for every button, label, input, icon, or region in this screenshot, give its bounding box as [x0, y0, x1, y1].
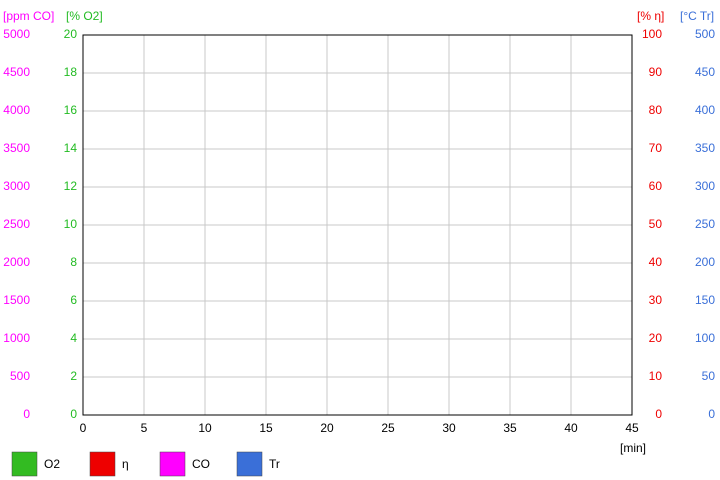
y-tick-label: 0 [23, 407, 30, 421]
y4-tick-label: 0 [708, 407, 715, 421]
y4-tick-label: 200 [695, 255, 715, 269]
y2-tick-label: 2 [70, 369, 77, 383]
y4-tick-label: 500 [695, 27, 715, 41]
legend-swatch [11, 451, 38, 477]
x-tick-label: 25 [381, 421, 395, 435]
y2-tick-label: 10 [64, 217, 78, 231]
x-tick-label: 35 [503, 421, 517, 435]
x-tick-label: 30 [442, 421, 456, 435]
y-tick-label: 2500 [3, 217, 30, 231]
legend-swatch [89, 451, 116, 477]
x-tick-label: 10 [198, 421, 212, 435]
y-tick-label: 5000 [3, 27, 30, 41]
y4-tick-label: 50 [702, 369, 716, 383]
y2-tick-label: 0 [70, 407, 77, 421]
y3-tick-label: 20 [649, 331, 663, 345]
y4-tick-label: 150 [695, 293, 715, 307]
legend-label: O2 [44, 457, 60, 471]
y2-tick-label: 14 [64, 141, 78, 155]
legend-swatch [236, 451, 263, 477]
y-tick-label: 4500 [3, 65, 30, 79]
plot-frame [82, 34, 633, 416]
y-tick-label: 2000 [3, 255, 30, 269]
y2-tick-label: 8 [70, 255, 77, 269]
y2-tick-label: 16 [64, 103, 78, 117]
y3-tick-label: 30 [649, 293, 663, 307]
y4-axis-label: [°C Tr] [680, 9, 714, 23]
x-tick-label: 40 [564, 421, 578, 435]
y-tick-label: 4000 [3, 103, 30, 117]
x-tick-label: 15 [259, 421, 273, 435]
legend-label: Tr [269, 457, 280, 471]
y-axis-label: [ppm CO] [3, 9, 54, 23]
y-tick-label: 1000 [3, 331, 30, 345]
y3-tick-label: 50 [649, 217, 663, 231]
y4-tick-label: 450 [695, 65, 715, 79]
y3-axis-label: [% η] [637, 9, 664, 23]
y2-tick-label: 18 [64, 65, 78, 79]
x-tick-label: 0 [80, 421, 87, 435]
y3-tick-label: 60 [649, 179, 663, 193]
legend-label: CO [192, 457, 210, 471]
y-tick-label: 500 [10, 369, 30, 383]
y2-tick-label: 6 [70, 293, 77, 307]
y3-tick-label: 80 [649, 103, 663, 117]
y-tick-label: 3000 [3, 179, 30, 193]
x-axis-label: [min] [620, 441, 646, 455]
y3-tick-label: 90 [649, 65, 663, 79]
y2-axis-label: [% O2] [66, 9, 103, 23]
legend-swatch [159, 451, 186, 477]
y4-tick-label: 350 [695, 141, 715, 155]
y4-tick-label: 250 [695, 217, 715, 231]
y4-tick-label: 300 [695, 179, 715, 193]
y3-tick-label: 100 [642, 27, 662, 41]
y-tick-label: 1500 [3, 293, 30, 307]
y3-tick-label: 0 [655, 407, 662, 421]
y4-tick-label: 100 [695, 331, 715, 345]
x-tick-label: 20 [320, 421, 334, 435]
legend-label: η [122, 457, 129, 471]
y3-tick-label: 10 [649, 369, 663, 383]
y-tick-label: 3500 [3, 141, 30, 155]
y2-tick-label: 12 [64, 179, 78, 193]
y4-tick-label: 400 [695, 103, 715, 117]
y2-tick-label: 20 [64, 27, 78, 41]
y3-tick-label: 40 [649, 255, 663, 269]
x-tick-label: 5 [141, 421, 148, 435]
y3-tick-label: 70 [649, 141, 663, 155]
y2-tick-label: 4 [70, 331, 77, 345]
x-tick-label: 45 [625, 421, 639, 435]
